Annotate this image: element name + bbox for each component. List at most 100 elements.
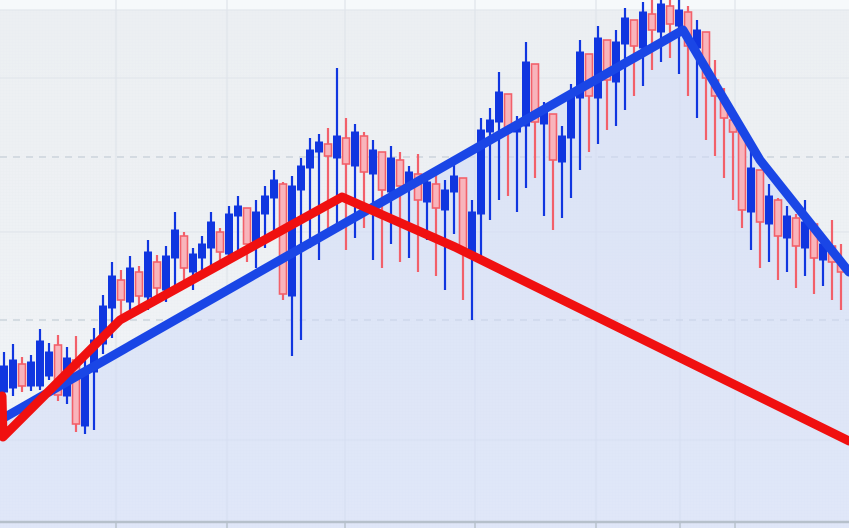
ohlc-bar <box>773 198 783 280</box>
ohlc-bar <box>171 212 179 292</box>
red-trendline <box>0 192 849 446</box>
ohlc-body-up <box>234 205 242 217</box>
ohlc-body-up <box>99 305 107 345</box>
ohlc-body-up <box>207 221 215 249</box>
ohlc-body-up <box>522 61 530 127</box>
ohlc-bar <box>116 270 126 316</box>
ohlc-bar <box>450 164 458 234</box>
ohlc-body-up <box>126 267 134 303</box>
ohlc-bar <box>558 126 566 218</box>
ohlc-body-down <box>179 235 189 269</box>
ohlc-bar <box>486 108 494 220</box>
ohlc-bar <box>791 214 801 288</box>
ohlc-body-up <box>486 119 494 133</box>
chart-top-highlight <box>0 0 849 10</box>
ohlc-bar <box>441 180 449 290</box>
ohlc-body-down <box>17 363 27 387</box>
ohlc-body-down <box>242 207 252 245</box>
ohlc-body-up <box>495 91 503 123</box>
ohlc-body-up <box>621 17 629 45</box>
ohlc-body-up <box>144 251 152 298</box>
ohlc-body-up <box>765 195 773 225</box>
ohlc-bar <box>647 0 657 70</box>
ohlc-body-up <box>9 359 17 389</box>
ohlc-body-up <box>198 243 206 259</box>
ohlc-body-down <box>791 217 801 247</box>
ohlc-bar <box>594 26 602 144</box>
ohlc-body-up <box>81 374 89 427</box>
ohlc-body-up <box>783 215 791 239</box>
ohlc-bar <box>27 355 35 391</box>
ohlc-body-up <box>108 275 116 309</box>
ohlc-bar <box>576 40 584 170</box>
ohlc-bar <box>341 118 351 250</box>
ohlc-body-up <box>270 179 278 199</box>
ohlc-body-up <box>36 340 44 387</box>
ohlc-body-up <box>261 195 269 215</box>
ohlc-body-down <box>395 159 405 187</box>
ohlc-bar <box>548 113 558 230</box>
blue-trendline <box>0 25 849 425</box>
axis-group <box>0 520 849 528</box>
ohlc-bar <box>602 39 612 130</box>
ohlc-body-up <box>639 11 647 49</box>
ohlc-body-down <box>629 19 639 47</box>
ohlc-body-up <box>369 149 377 175</box>
trend-area-fill <box>0 30 849 528</box>
ohlc-body-up <box>657 3 665 33</box>
ohlc-bar <box>657 0 665 62</box>
ohlc-bar <box>9 344 17 396</box>
ohlc-bar <box>755 169 765 268</box>
ohlc-body-up <box>45 351 53 377</box>
ohlc-body-up <box>594 37 602 99</box>
ohlc-bar <box>225 206 233 262</box>
ohlc-body-up <box>450 175 458 193</box>
ohlc-body-up <box>558 135 566 163</box>
ohlc-bar <box>152 255 162 300</box>
ohlc-body-down <box>323 143 333 157</box>
ohlc-body-up <box>171 229 179 259</box>
ohlc-body-down <box>530 63 540 123</box>
ohlc-bar <box>270 170 278 232</box>
ohlc-body-up <box>675 9 683 27</box>
ohlc-bar <box>207 212 215 272</box>
ohlc-bar <box>584 53 594 152</box>
ohlc-body-down <box>548 113 558 161</box>
blue-trend-polyline <box>0 25 849 425</box>
red-trend-polyline <box>0 192 849 446</box>
ohlc-body-down <box>584 53 594 97</box>
ohlc-bar <box>530 63 540 178</box>
ohlc-bar <box>144 240 152 310</box>
ohlc-bar <box>423 178 431 240</box>
ohlc-bar <box>234 196 242 250</box>
ohlc-body-down <box>647 13 657 31</box>
ohlc-bar <box>198 236 206 276</box>
ohlc-body-down <box>431 183 441 209</box>
ohlc-body-up <box>333 135 341 159</box>
blue-area-fill <box>0 30 849 528</box>
ohlc-body-up <box>162 255 170 291</box>
ohlc-bar <box>179 232 189 286</box>
ohlc-body-down <box>665 5 675 25</box>
ohlc-body-down <box>152 261 162 289</box>
ohlc-bar <box>431 168 441 276</box>
ohlc-body-up <box>567 95 575 139</box>
ohlc-bar <box>288 176 296 356</box>
ohlc-body-up <box>441 189 449 211</box>
ohlc-bar <box>306 138 314 248</box>
ohlc-bar <box>747 150 755 250</box>
ohlc-body-up <box>225 213 233 255</box>
ohlc-body-up <box>423 181 431 203</box>
ohlc-body-down <box>458 177 468 253</box>
ohlc-bar <box>134 266 144 310</box>
ohlc-bar <box>369 140 377 260</box>
ohlc-body-down <box>341 137 351 165</box>
ohlc-bar <box>45 343 53 380</box>
ohlc-bar <box>99 295 107 354</box>
ohlc-bar <box>126 256 134 318</box>
ohlc-body-up <box>189 253 197 273</box>
ohlc-body-up <box>297 165 305 191</box>
ohlc-body-down <box>602 39 612 81</box>
